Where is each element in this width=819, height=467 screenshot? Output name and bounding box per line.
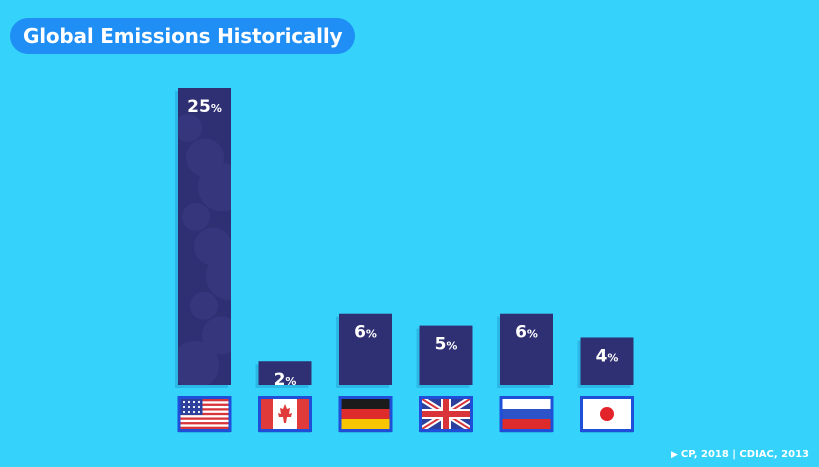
bar-label-russia: 6% [515, 323, 538, 343]
flags-layer [177, 396, 634, 433]
uk-flag-icon [419, 396, 473, 433]
play-icon: ▶ [670, 450, 678, 460]
bar-label-united-states: 25% [187, 97, 222, 117]
source-text: CP, 2018 | CDIAC, 2013 [680, 449, 809, 460]
bar-canada [258, 361, 312, 385]
chart-title: Global Emissions Historically [10, 18, 356, 54]
bars-layer: 25% 2% 6% 5% 6% 4% [175, 88, 634, 390]
source-credit: ▶ CP, 2018 | CDIAC, 2013 [671, 449, 809, 460]
germany-flag-icon [338, 396, 393, 433]
bar-label-united-kingdom: 5% [435, 335, 458, 355]
bar-label-germany: 6% [354, 323, 377, 343]
canada-flag-icon [258, 396, 312, 433]
bar-texture-united-states [178, 114, 231, 385]
bar-united-kingdom [419, 325, 473, 385]
bar-japan [580, 337, 634, 385]
bar-label-japan: 4% [596, 346, 619, 366]
japan-flag-icon [580, 396, 634, 433]
bar-label-canada: 2% [274, 370, 297, 390]
us-flag-icon [177, 396, 232, 433]
bar-russia [500, 313, 553, 385]
russia-flag-icon [499, 396, 554, 433]
bar-germany [339, 313, 392, 385]
